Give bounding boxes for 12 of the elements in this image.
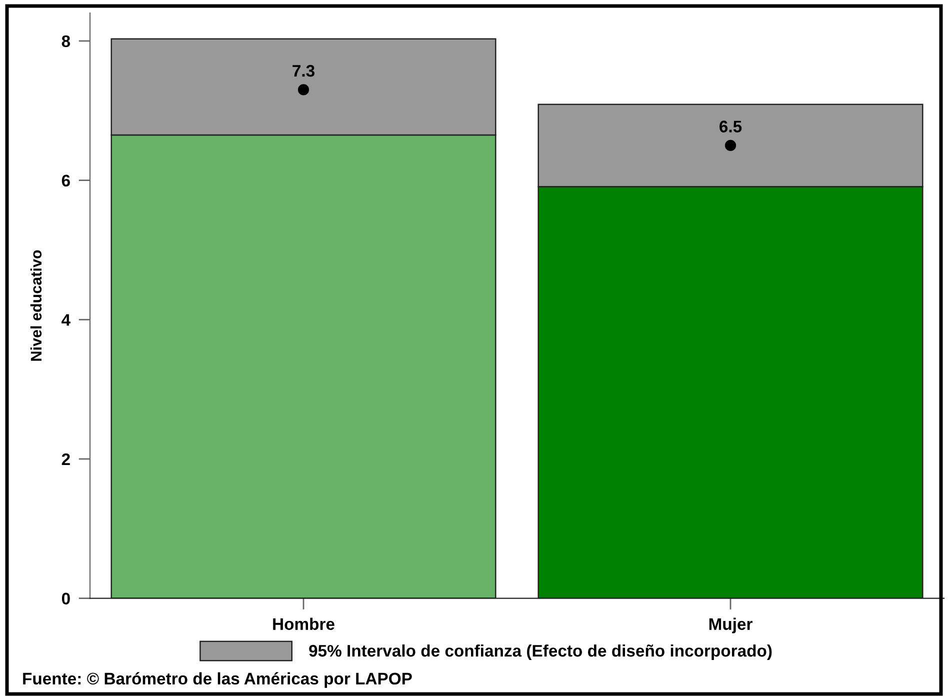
text: 95% Intervalo de confianza (Efecto de diseño incorporado) [309, 644, 772, 660]
data-label: 7.3 [292, 64, 314, 77]
y-tick-label: 4 [62, 314, 70, 326]
y-tick-label: 2 [62, 453, 70, 466]
x-tick-label: Mujer [709, 618, 752, 634]
data-label: 6.5 [720, 120, 742, 132]
y-tick-label: 8 [62, 35, 70, 48]
source-note: Fuente: © Barómetro de las Américas por LAPOP [23, 672, 412, 688]
x-tick-label: Hombre [273, 618, 334, 630]
y-tick-label: 0 [62, 592, 70, 605]
y-tick-label: 6 [62, 174, 70, 187]
y-axis-title: Nivel educativo [30, 250, 42, 361]
